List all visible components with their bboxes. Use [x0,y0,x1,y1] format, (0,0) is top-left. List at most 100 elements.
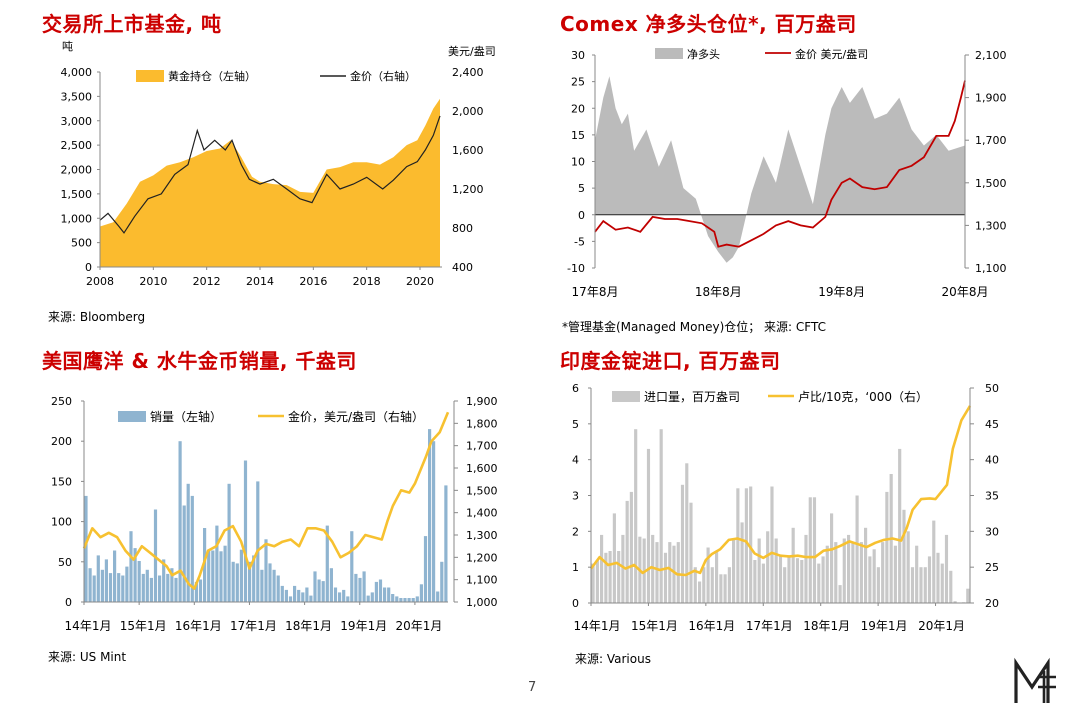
mint-right-tick-label: 1,100 [466,574,498,587]
india-left-tick-label: 6 [572,382,579,395]
comex-x-tick-label: 19年8月 [818,285,865,299]
mint-left-tick-label: 100 [51,516,72,529]
india-right-tick-label: 25 [985,561,999,574]
comex-left-tick-label: 20 [571,102,585,115]
mint-sales-bar [284,589,288,602]
india-imports-bar [625,500,629,603]
india-imports-bar [800,560,804,603]
mint-sales-bar [207,549,211,602]
mint-x-tick-label: 17年1月 [230,619,277,633]
mint-gold-price-line [82,411,450,590]
india-imports-bar [727,567,731,603]
source-etf: 来源: Bloomberg [48,310,146,324]
comex-gold-price-line [594,80,966,248]
india-imports-bar [868,556,872,603]
etf-left-tick-label: 3,000 [61,115,93,128]
mint-legend-sales: 销量（左轴） [150,409,222,424]
brand-logo-icon [1014,657,1056,703]
chart-title-etf: 交易所上市基金, 吨 [42,12,222,36]
comex-left-tick-label: 15 [571,129,585,142]
mint-sales-bar [350,531,354,602]
india-x-tick-label: 17年1月 [746,619,793,633]
india-imports-bar [595,560,599,603]
india-x-tick-label: 15年1月 [631,619,678,633]
india-imports-bar [910,567,915,603]
india-imports-bar [621,534,625,603]
india-imports-bar [663,552,668,603]
india-left-tick-label: 1 [572,561,579,574]
comex-net-long-area [595,76,965,263]
india-right-tick-label: 30 [985,525,999,538]
etf-left-unit: 吨 [62,40,73,53]
etf-holdings-area [100,98,440,267]
mint-sales-bar [342,589,346,602]
india-imports-bar [757,538,761,603]
etf-right-tick-label: 2,000 [452,105,484,118]
india-legend-imports: 进口量，百万盎司 [644,390,740,404]
page-number: 7 [528,680,537,695]
india-imports-bar [702,567,706,603]
comex-right-tick-label: 1,700 [975,134,1007,147]
india-imports-bar [953,601,957,603]
mint-sales-bar [260,569,264,602]
mint-sales-bar [117,573,121,602]
source-comex: *管理基金(Managed Money)仓位； 来源: CFTC [562,320,826,334]
india-imports-bar [944,534,949,603]
mint-sales-bar [186,483,190,602]
india-x-tick-label: 20年1月 [918,619,965,633]
mint-sales-bar [170,568,174,602]
comex-left-tick-label: -10 [567,262,585,275]
mint-sales-bar [333,587,338,602]
mint-sales-bar [158,575,162,602]
india-imports-bar [834,542,838,603]
india-x-tick-label: 19年1月 [861,619,908,633]
india-imports-bar [902,509,906,603]
mint-sales-bar [309,595,313,602]
mint-sales-bar [338,592,342,602]
india-imports-bar [612,513,616,603]
india-imports-bar [698,581,702,603]
mint-sales-bar [194,581,198,602]
mint-sales-bar [256,481,260,602]
comex-legend-gold: 金价 美元/盎司 [795,47,868,61]
mint-sales-bar [264,539,268,602]
comex-right-tick-label: 1,500 [975,177,1007,190]
india-imports-bar [936,552,940,603]
india-imports-bar [668,542,672,603]
india-imports-bar [778,556,783,603]
etf-x-tick-label: 2014 [246,275,274,288]
mint-sales-bar [288,596,293,602]
mint-sales-bar [428,429,432,602]
india-imports-bar [898,448,902,603]
source-india: 来源: Various [575,652,651,666]
comex-x-tick-label: 20年8月 [942,285,989,299]
mint-sales-bar [108,573,113,602]
mint-sales-bar [227,483,231,602]
india-left-tick-label: 4 [572,454,579,467]
etf-x-tick-label: 2008 [86,275,114,288]
india-right-tick-label: 20 [985,597,999,610]
india-imports-bar [864,527,868,604]
mint-sales-bar [88,568,92,602]
etf-left-tick-label: 2,500 [61,139,93,152]
india-imports-bar [830,513,834,603]
mint-sales-bar [166,573,170,602]
india-rupee-price-line [589,405,972,577]
mint-sales-bar [133,548,137,602]
mint-sales-bar [149,577,153,602]
india-imports-bar [744,488,748,603]
mint-left-tick-label: 250 [51,395,72,408]
india-left-tick-label: 3 [572,490,579,503]
comex-right-tick-label: 1,900 [975,92,1007,105]
comex-left-tick-label: 25 [571,76,585,89]
india-imports-bar [885,491,889,603]
india-imports-bar [672,545,676,603]
mint-right-tick-label: 1,400 [466,507,498,520]
mint-sales-bar [407,598,411,602]
india-imports-bar [719,574,723,603]
india-imports-bar [791,527,795,604]
mint-sales-bar [190,495,194,602]
mint-sales-bar [113,550,117,602]
mint-sales-bar [104,559,108,602]
etf-x-tick-label: 2010 [139,275,167,288]
